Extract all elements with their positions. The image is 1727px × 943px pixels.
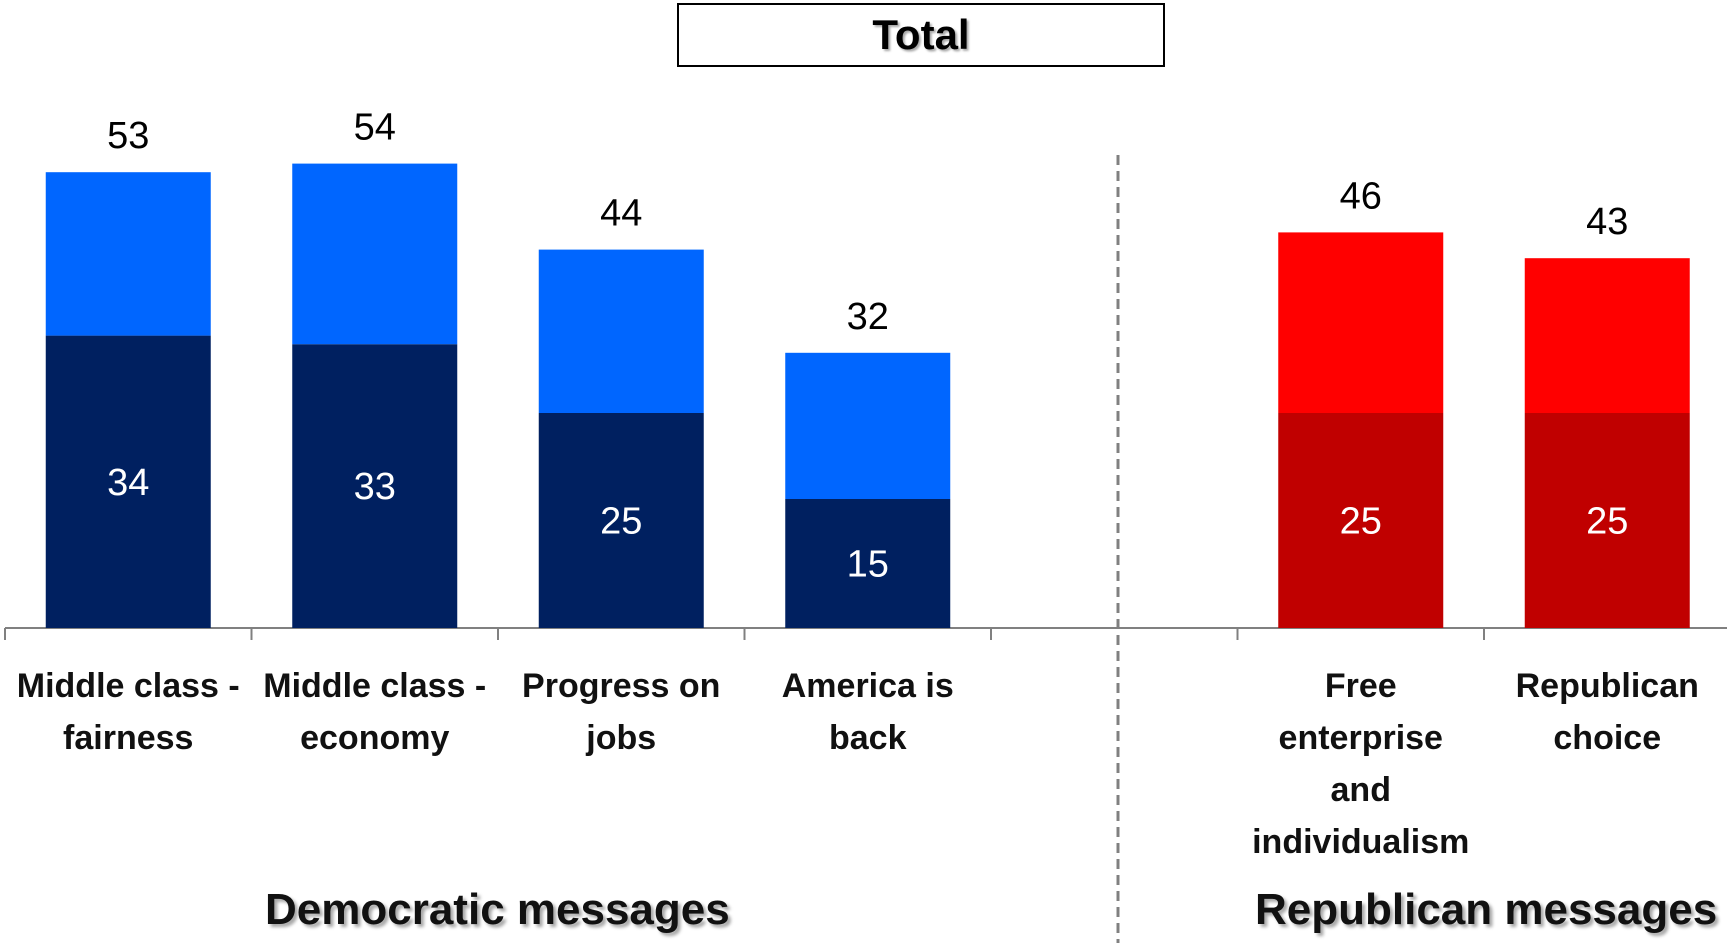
category-label: Free enterprise and individualism — [1236, 660, 1486, 868]
category-label-line: Progress on — [522, 667, 721, 705]
category-label-line: individualism — [1252, 823, 1470, 861]
category-label-line: Middle class - — [16, 667, 240, 705]
bar-segment-top — [1278, 232, 1444, 413]
category-label: Progress on jobs — [496, 660, 746, 764]
bar-segment-top — [538, 249, 704, 413]
bar-segment-top — [1524, 258, 1690, 413]
category-label-line: fairness — [63, 719, 194, 757]
category-label-line: Free — [1324, 667, 1397, 705]
bar-segment-top — [785, 352, 951, 499]
bar-segment-top — [45, 172, 211, 336]
category-label-line: America is — [781, 667, 954, 705]
category-label-line: economy — [300, 719, 450, 757]
chart-title: Total — [872, 11, 970, 58]
data-label-total: 43 — [1586, 201, 1628, 243]
data-label-inner: 25 — [600, 501, 642, 543]
category-label-line: jobs — [586, 719, 657, 757]
data-label-inner: 15 — [847, 544, 889, 586]
bar-segment-top — [292, 163, 458, 345]
category-label: America is back — [743, 660, 993, 764]
category-label-line: enterprise — [1278, 719, 1443, 757]
category-label: Middle class - economy — [250, 660, 500, 764]
category-label: Middle class - fairness — [3, 660, 253, 764]
bar-segment-base — [538, 413, 704, 628]
category-label-line: choice — [1553, 719, 1662, 757]
group-label-republican: Republican messages — [1255, 885, 1718, 934]
bar-segment-base — [1524, 413, 1690, 628]
data-label-total: 46 — [1340, 175, 1382, 217]
category-label-line: back — [829, 719, 907, 757]
category-label: Republican choice — [1482, 660, 1727, 764]
bar-segment-base — [292, 344, 458, 628]
bar-segment-base — [785, 499, 951, 628]
data-label-total: 54 — [354, 107, 396, 149]
chart-title-box: Total — [677, 3, 1165, 67]
data-label-inner: 34 — [107, 462, 149, 504]
data-label-inner: 25 — [1340, 501, 1382, 543]
category-label-line: and — [1330, 771, 1391, 809]
data-label-inner: 25 — [1586, 501, 1628, 543]
data-label-total: 53 — [107, 115, 149, 157]
bar-segment-base — [45, 335, 211, 628]
data-label-total: 32 — [847, 296, 889, 338]
bar-segment-base — [1278, 413, 1444, 628]
group-label-democratic: Democratic messages — [265, 885, 730, 934]
category-label-line: Middle class - — [263, 667, 487, 705]
data-label-inner: 33 — [354, 466, 396, 508]
data-label-total: 44 — [600, 193, 642, 235]
category-label-line: Republican — [1515, 667, 1699, 705]
